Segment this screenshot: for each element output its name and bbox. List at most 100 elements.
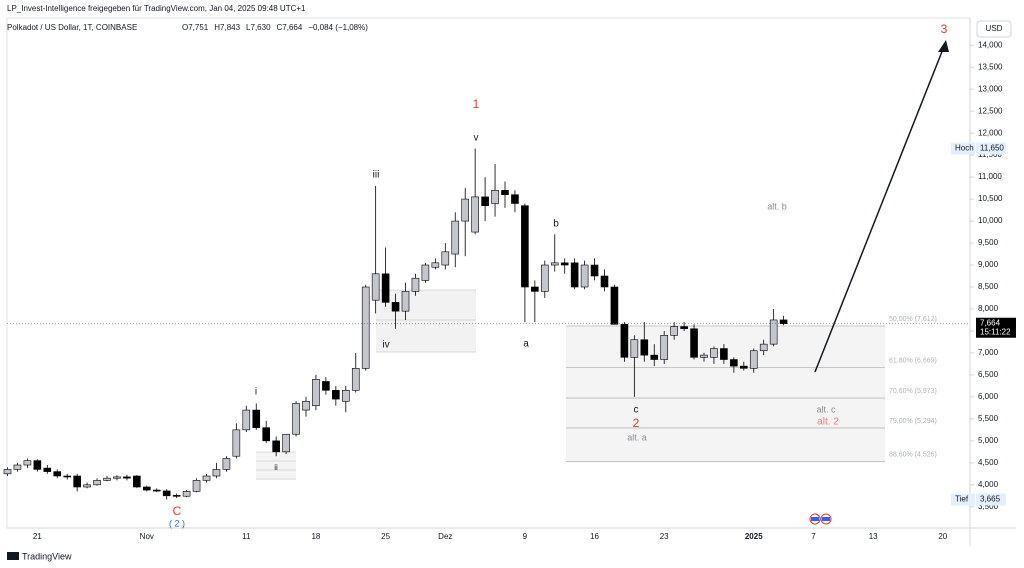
y-tick-label: 12,500 (978, 106, 1003, 115)
x-tick-label: Dez (438, 532, 452, 541)
candle-body (759, 343, 768, 352)
wave-label: alt. c (816, 404, 836, 414)
last-price-box (976, 317, 1016, 338)
low-marker-value-box (976, 493, 1006, 506)
candle-body (33, 460, 42, 470)
last-price-label: 7,664 (980, 318, 1001, 327)
x-tick-label: 20 (938, 532, 947, 541)
y-tick-label: 12,000 (978, 128, 1003, 137)
high-marker-name: Hoch (955, 144, 974, 153)
high-marker-name-box (951, 142, 975, 155)
candle-body (143, 486, 151, 491)
candle-body (630, 339, 639, 358)
high-marker-value-box (976, 142, 1006, 155)
candle-body (700, 354, 708, 358)
low-marker-name: Tief (955, 495, 969, 504)
y-tick-label: 10,500 (978, 194, 1003, 203)
ohlc-value: C7,664 (277, 23, 303, 32)
candle-body (720, 348, 728, 360)
candle-body (3, 469, 12, 475)
candle-body (481, 196, 489, 206)
candles (3, 148, 788, 500)
candle-body (282, 433, 290, 453)
candle-body (600, 275, 609, 288)
wave-label: ii (274, 463, 278, 472)
candle-body (292, 403, 300, 435)
candle-body (491, 190, 499, 204)
candle-body (123, 476, 131, 479)
candle-body (421, 264, 430, 281)
candle-body (730, 359, 738, 367)
x-tick-label: 25 (381, 532, 390, 541)
candle-body (769, 319, 778, 345)
candle-body (660, 335, 669, 360)
candle-body (511, 194, 519, 204)
candle-body (640, 339, 649, 356)
x-tick-label: 9 (523, 532, 528, 541)
x-tick-label: 16 (590, 532, 599, 541)
candle-body (341, 389, 350, 402)
y-tick-label: 7,000 (978, 348, 999, 357)
candle-body (202, 475, 211, 481)
wave-label: alt. b (767, 201, 787, 211)
candle-body (451, 220, 460, 255)
brand-logo (7, 552, 19, 560)
candle-body (43, 467, 52, 472)
wave-label: i (255, 387, 257, 398)
candle-body (779, 319, 788, 325)
candle-body (351, 368, 360, 391)
candle-body (13, 464, 22, 470)
y-tick-label: 4,500 (978, 458, 999, 467)
y-tick-label: 6,500 (978, 370, 999, 379)
candle-body (371, 273, 380, 301)
ohlc-value: L7,630 (246, 23, 271, 32)
y-tick-label: 10,000 (978, 216, 1003, 225)
low-marker-name-box (951, 493, 975, 506)
currency[interactable]: USD (986, 24, 1003, 33)
candle-body (441, 251, 450, 266)
y-tick-label: 8,500 (978, 282, 999, 291)
candle-body (560, 262, 569, 266)
candle-body (690, 328, 698, 358)
candle-body (152, 489, 161, 492)
candle-body (431, 262, 440, 268)
candle-body (391, 302, 400, 312)
candle-body (172, 495, 181, 497)
fib-box (256, 452, 296, 480)
wave-label: ( 2 ) (169, 518, 185, 528)
x-tick-label: 13 (869, 532, 878, 541)
wave-label: a (523, 339, 529, 350)
candle-body (113, 476, 121, 479)
projection-arrow (814, 43, 946, 373)
y-tick-label: 9,000 (978, 260, 999, 269)
candle-body (103, 477, 111, 481)
candle-body (670, 326, 678, 336)
candle-body (521, 205, 529, 288)
candle-body (401, 291, 410, 312)
candle-body (620, 324, 629, 358)
candle-body (192, 480, 201, 492)
symbol-title: Polkadot / US Dollar, 1T, COINBASE (7, 23, 137, 32)
candle-body (23, 460, 32, 466)
currency-button[interactable] (976, 20, 1012, 38)
candle-body (322, 381, 330, 391)
candle-body (531, 286, 539, 292)
candle-body (312, 379, 320, 406)
candle-body (162, 490, 171, 497)
candle-body (361, 286, 370, 369)
y-tick-label: 11,000 (978, 172, 1002, 181)
candle-body (710, 348, 718, 358)
candle-body (471, 196, 479, 233)
wave-label: C (173, 504, 182, 518)
ohlc-value: O7,751 (182, 23, 209, 32)
low-marker-value: 3,665 (980, 495, 1001, 504)
candle-body (73, 475, 81, 488)
candle-body (262, 427, 271, 442)
wave-label: v (474, 133, 479, 144)
wave-label: iv (382, 340, 389, 351)
fib-level-label: 79,00% (5,294) (889, 418, 937, 425)
x-tick-label: 7 (811, 532, 816, 541)
